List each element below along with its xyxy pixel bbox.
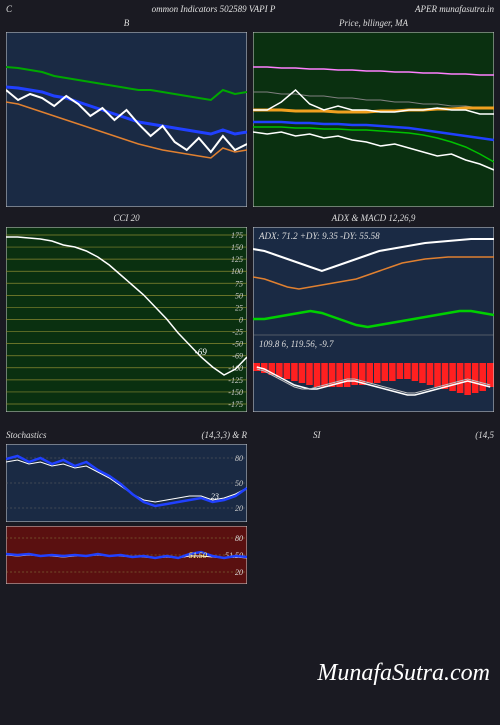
svg-text:23: 23 xyxy=(211,492,219,501)
panel-adx: ADX & MACD 12,26,9 ADX: 71.2 +DY: 9.35 -… xyxy=(253,213,494,412)
panel-rsi-label: SI (14,5 xyxy=(253,430,494,584)
svg-text:20: 20 xyxy=(235,568,243,577)
svg-text:125: 125 xyxy=(231,255,243,264)
stoch-title-left: Stochastics xyxy=(6,430,47,440)
svg-text:25: 25 xyxy=(235,303,243,312)
chart-rsi: 8051.502051.50 xyxy=(6,526,247,584)
chart-bollinger xyxy=(6,32,247,207)
panel-adx-title: ADX & MACD 12,26,9 xyxy=(253,213,494,223)
panel-b-title: B xyxy=(6,18,247,28)
rsi-title-right: (14,5 xyxy=(475,430,494,440)
svg-text:0: 0 xyxy=(239,316,243,325)
svg-text:150: 150 xyxy=(231,243,243,252)
svg-text:-175: -175 xyxy=(228,400,243,409)
row-3: Stochastics (14,3,3) & R 80 50 20 23 80 51.5… xyxy=(0,430,500,584)
panel-rsi-title: SI (14,5 xyxy=(253,430,494,440)
svg-text:-69: -69 xyxy=(195,347,208,357)
svg-text:75: 75 xyxy=(235,279,243,288)
rsi-title-center: SI xyxy=(313,430,321,440)
panel-price: Price, bllinger, MA xyxy=(253,18,494,207)
page-header: C ommon Indicators 502589 VAPI P APER mu… xyxy=(0,0,500,18)
svg-text:175: 175 xyxy=(231,231,243,240)
header-right: APER munafasutra.in xyxy=(415,4,494,14)
chart-price xyxy=(253,32,494,207)
chart-adx-macd: ADX: 71.2 +DY: 9.35 -DY: 55.58 109.8 6, 1… xyxy=(253,227,494,412)
panel-cci: CCI 20 1751501251007550250-25-50-69-100-… xyxy=(6,213,247,412)
svg-text:20: 20 xyxy=(235,504,243,513)
header-left: C xyxy=(6,4,12,14)
svg-text:109.8 6, 119.56,: 109.8 6, 119.56, -9.7 xyxy=(259,339,334,349)
chart-cci: 1751501251007550250-25-50-69-100-125-150… xyxy=(6,227,247,412)
svg-text:50: 50 xyxy=(235,479,243,488)
header-center: ommon Indicators 502589 VAPI P xyxy=(152,4,276,14)
svg-text:ADX: 71.2 +DY: 9.35 -DY: 55.: ADX: 71.2 +DY: 9.35 -DY: 55.58 xyxy=(258,231,380,241)
panel-cci-title: CCI 20 xyxy=(6,213,247,223)
chart-stochastics: 80 50 20 23 xyxy=(6,444,247,522)
row-2: CCI 20 1751501251007550250-25-50-69-100-… xyxy=(0,213,500,412)
stoch-title-right: (14,3,3) & R xyxy=(202,430,248,440)
panel-bollinger: B xyxy=(6,18,247,207)
watermark: MunafaSutra.com xyxy=(317,660,490,687)
svg-text:50: 50 xyxy=(235,291,243,300)
svg-text:51.50: 51.50 xyxy=(189,551,207,560)
panel-price-title: Price, bllinger, MA xyxy=(253,18,494,28)
svg-text:-150: -150 xyxy=(228,388,243,397)
svg-text:80: 80 xyxy=(235,534,243,543)
svg-text:100: 100 xyxy=(231,267,243,276)
svg-text:80: 80 xyxy=(235,454,243,463)
panel-stoch-title: Stochastics (14,3,3) & R xyxy=(6,430,247,440)
svg-text:-125: -125 xyxy=(228,376,243,385)
panel-stochastics: Stochastics (14,3,3) & R 80 50 20 23 80 51.5… xyxy=(6,430,247,584)
svg-text:-69: -69 xyxy=(232,352,243,361)
row-1: B Price, bllinger, MA xyxy=(0,18,500,207)
svg-text:-50: -50 xyxy=(232,340,243,349)
svg-text:-25: -25 xyxy=(232,328,243,337)
